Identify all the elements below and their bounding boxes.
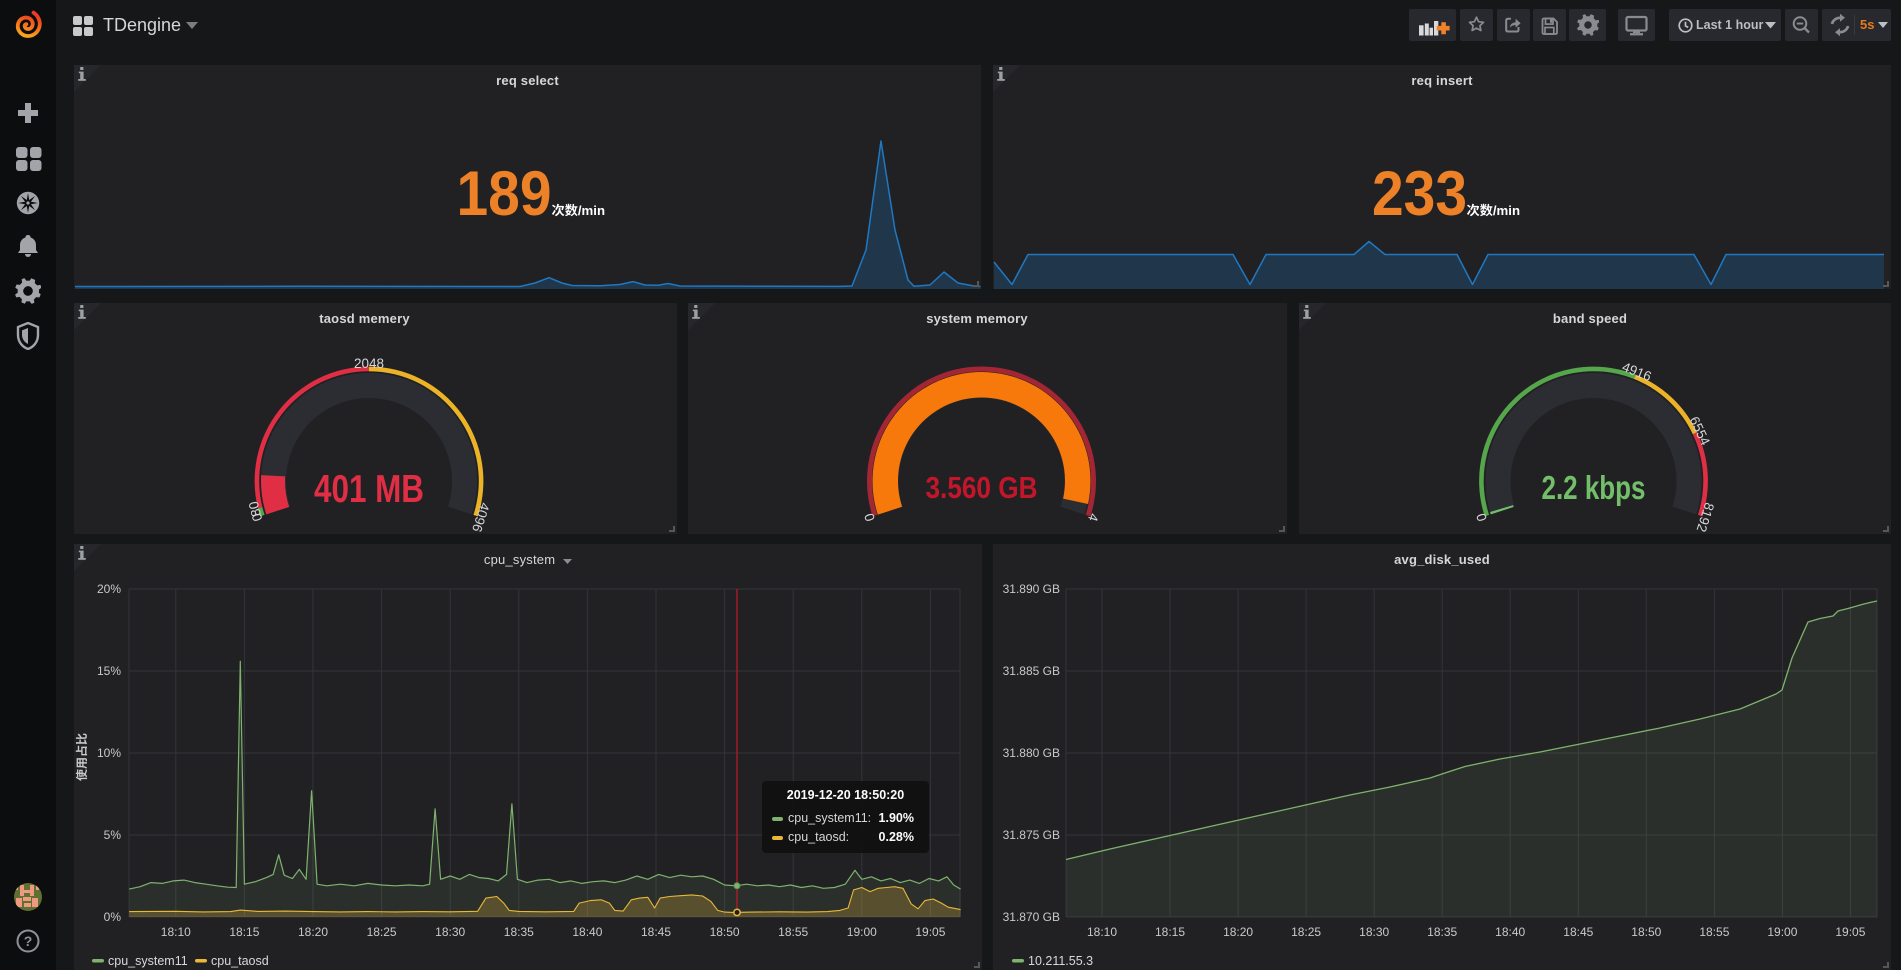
svg-text:18:40: 18:40 — [1495, 925, 1525, 939]
svg-text:18:25: 18:25 — [1291, 925, 1321, 939]
svg-text:31.875 GB: 31.875 GB — [1003, 828, 1060, 842]
svg-text:20%: 20% — [97, 582, 121, 596]
svg-text:18:35: 18:35 — [1427, 925, 1457, 939]
svg-text:18:20: 18:20 — [1223, 925, 1253, 939]
svg-text:cpu_taosd: cpu_taosd — [211, 954, 269, 968]
svg-text:15%: 15% — [97, 664, 121, 678]
svg-text:0%: 0% — [104, 910, 122, 924]
svg-text:0: 0 — [861, 511, 878, 523]
svg-text:2048: 2048 — [354, 356, 384, 371]
svg-text:18:30: 18:30 — [435, 925, 465, 939]
svg-text:18:55: 18:55 — [778, 925, 808, 939]
svg-text:18:15: 18:15 — [1155, 925, 1185, 939]
svg-text:10%: 10% — [97, 746, 121, 760]
svg-text:10.211.55.3: 10.211.55.3 — [1028, 954, 1093, 968]
svg-text:31.890 GB: 31.890 GB — [1003, 582, 1060, 596]
svg-text:18:40: 18:40 — [572, 925, 602, 939]
svg-text:0: 0 — [1473, 511, 1490, 523]
svg-text:3.560 GB: 3.560 GB — [926, 470, 1038, 505]
svg-text:4: 4 — [1085, 511, 1102, 523]
svg-text:18:10: 18:10 — [1087, 925, 1117, 939]
svg-text:18:10: 18:10 — [161, 925, 191, 939]
svg-text:?: ? — [24, 933, 33, 949]
svg-text:19:00: 19:00 — [847, 925, 877, 939]
svg-text:2.2 kbps: 2.2 kbps — [1542, 469, 1646, 506]
svg-text:18:20: 18:20 — [298, 925, 328, 939]
svg-text:0: 0 — [249, 511, 266, 523]
svg-text:18:50: 18:50 — [710, 925, 740, 939]
svg-text:18:25: 18:25 — [367, 925, 397, 939]
svg-text:19:05: 19:05 — [1835, 925, 1865, 939]
svg-text:18:35: 18:35 — [504, 925, 534, 939]
svg-text:5%: 5% — [104, 828, 122, 842]
svg-text:233: 233 — [1372, 159, 1467, 229]
svg-text:31.885 GB: 31.885 GB — [1003, 664, 1060, 678]
svg-text:19:00: 19:00 — [1767, 925, 1797, 939]
svg-text:401 MB: 401 MB — [314, 468, 424, 511]
svg-text:18:15: 18:15 — [229, 925, 259, 939]
svg-text:/min: /min — [578, 203, 605, 218]
svg-text:cpu_system11: cpu_system11 — [108, 954, 188, 968]
svg-text:19:05: 19:05 — [915, 925, 945, 939]
svg-text:31.870 GB: 31.870 GB — [1003, 910, 1060, 924]
svg-text:/min: /min — [1493, 203, 1520, 218]
svg-text:18:45: 18:45 — [641, 925, 671, 939]
svg-text:18:45: 18:45 — [1563, 925, 1593, 939]
svg-text:189: 189 — [457, 159, 552, 229]
svg-text:80: 80 — [246, 500, 264, 518]
svg-text:18:30: 18:30 — [1359, 925, 1389, 939]
svg-text:18:55: 18:55 — [1699, 925, 1729, 939]
svg-text:18:50: 18:50 — [1631, 925, 1661, 939]
svg-text:31.880 GB: 31.880 GB — [1003, 746, 1060, 760]
